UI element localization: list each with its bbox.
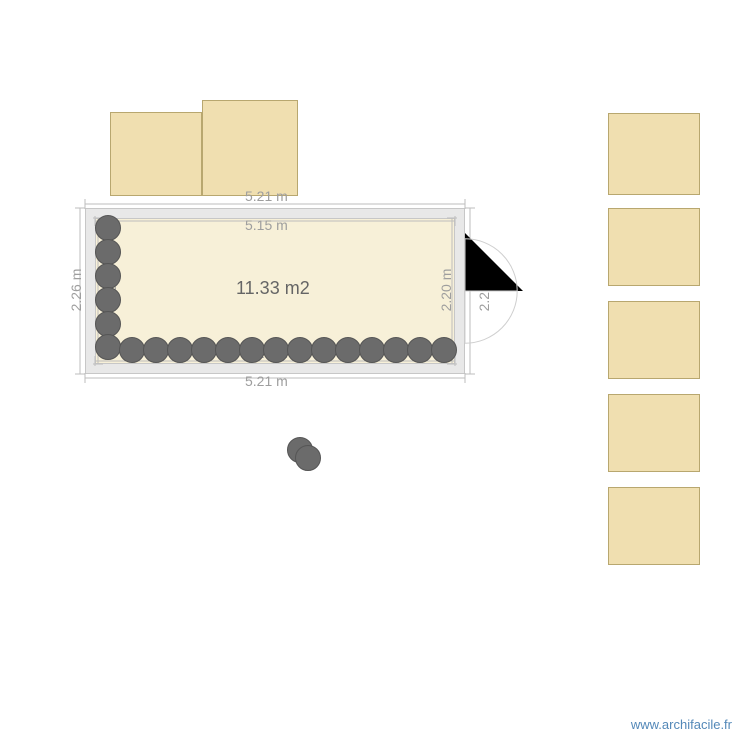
- barrel-item: [383, 337, 409, 363]
- barrel-item: [287, 337, 313, 363]
- barrel-item: [95, 263, 121, 289]
- barrel-item: [143, 337, 169, 363]
- furniture-block: [608, 113, 700, 195]
- barrel-item: [95, 334, 121, 360]
- floorplan-canvas: 11.33 m25.21 m5.15 m5.15 m5.21 m2.26 m2.…: [0, 0, 750, 750]
- barrel-item: [431, 337, 457, 363]
- barrel-item: [119, 337, 145, 363]
- barrel-item-free: [295, 445, 321, 471]
- furniture-block: [110, 112, 202, 196]
- watermark-link[interactable]: www.archifacile.fr: [631, 717, 732, 732]
- furniture-block: [202, 100, 298, 196]
- barrel-item: [239, 337, 265, 363]
- dim-top-inner: 5.15 m: [245, 217, 288, 233]
- dim-left-outer: 2.26 m: [68, 260, 84, 320]
- barrel-item: [95, 239, 121, 265]
- barrel-item: [167, 337, 193, 363]
- dim-bottom-outer: 5.21 m: [245, 373, 288, 389]
- barrel-item: [191, 337, 217, 363]
- furniture-block: [608, 487, 700, 565]
- barrel-item: [311, 337, 337, 363]
- barrel-item: [263, 337, 289, 363]
- dim-top-outer: 5.21 m: [245, 188, 288, 204]
- barrel-item: [95, 215, 121, 241]
- dim-right-outer: 2.26 m: [476, 260, 492, 320]
- room-area-label: 11.33 m2: [236, 278, 310, 299]
- barrel-item: [407, 337, 433, 363]
- furniture-block: [608, 394, 700, 472]
- barrel-item: [215, 337, 241, 363]
- furniture-block: [608, 208, 700, 286]
- furniture-block: [608, 301, 700, 379]
- barrel-item: [335, 337, 361, 363]
- barrel-item: [359, 337, 385, 363]
- dim-right-inner: 2.20 m: [438, 260, 454, 320]
- barrel-item: [95, 287, 121, 313]
